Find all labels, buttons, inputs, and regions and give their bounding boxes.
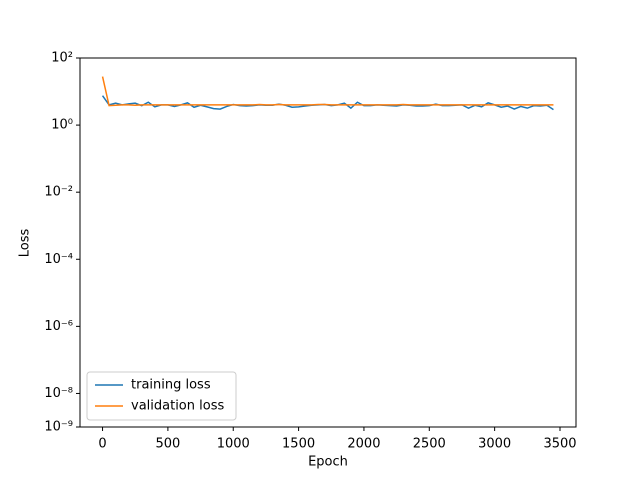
- y-tick-label: 10⁻⁴: [44, 252, 73, 267]
- x-tick-label: 3500: [543, 437, 576, 452]
- series-line: [101, 76, 554, 107]
- x-tick-label: 1500: [282, 437, 315, 452]
- plot-frame: [79, 57, 577, 428]
- x-tick-label: 0: [98, 437, 106, 452]
- legend-label: training loss: [131, 378, 211, 393]
- x-tick-label: 2000: [347, 437, 380, 452]
- y-tick-label: 10⁻⁶: [44, 319, 73, 334]
- y-tick-label: 10⁻⁸: [44, 386, 73, 401]
- y-tick-label: 10²: [51, 51, 73, 66]
- x-axis-label: Epoch: [308, 455, 348, 470]
- x-tick-label: 2500: [413, 437, 446, 452]
- x-tick-label: 500: [155, 437, 180, 452]
- y-tick-label: 10⁻⁹: [44, 420, 73, 435]
- y-axis-label: Loss: [18, 229, 33, 258]
- legend-label: validation loss: [131, 399, 224, 414]
- y-tick-label: 10⁰: [51, 118, 73, 133]
- legend-box: [86, 371, 237, 421]
- x-tick-label: 1000: [217, 437, 250, 452]
- x-tick-label: 3000: [478, 437, 511, 452]
- y-tick-label: 10⁻²: [44, 185, 73, 200]
